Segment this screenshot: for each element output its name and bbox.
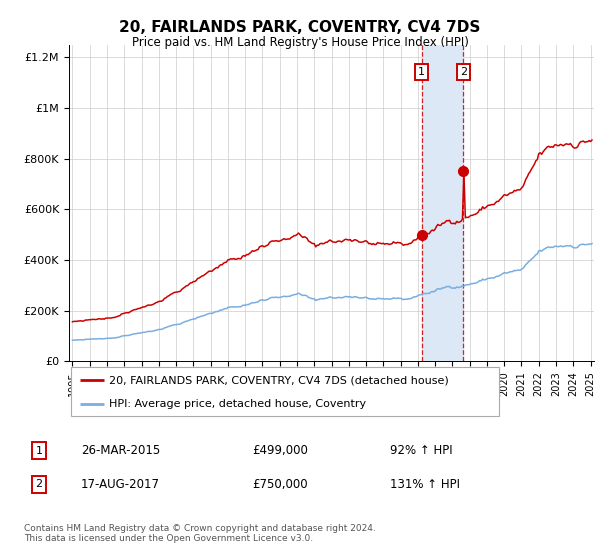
Text: 2: 2 <box>35 479 43 489</box>
Text: 1: 1 <box>418 67 425 77</box>
Text: 1: 1 <box>35 446 43 456</box>
Text: 26-MAR-2015: 26-MAR-2015 <box>81 444 160 458</box>
Text: £499,000: £499,000 <box>252 444 308 458</box>
Text: 131% ↑ HPI: 131% ↑ HPI <box>390 478 460 491</box>
Text: 17-AUG-2017: 17-AUG-2017 <box>81 478 160 491</box>
Text: 92% ↑ HPI: 92% ↑ HPI <box>390 444 452 458</box>
Text: HPI: Average price, detached house, Coventry: HPI: Average price, detached house, Cove… <box>109 399 366 409</box>
FancyBboxPatch shape <box>71 367 499 416</box>
Text: £750,000: £750,000 <box>252 478 308 491</box>
Text: Price paid vs. HM Land Registry's House Price Index (HPI): Price paid vs. HM Land Registry's House … <box>131 36 469 49</box>
Bar <box>422 45 463 361</box>
Text: 2: 2 <box>460 67 467 77</box>
Text: 20, FAIRLANDS PARK, COVENTRY, CV4 7DS: 20, FAIRLANDS PARK, COVENTRY, CV4 7DS <box>119 20 481 35</box>
Text: Contains HM Land Registry data © Crown copyright and database right 2024.
This d: Contains HM Land Registry data © Crown c… <box>24 524 376 543</box>
Text: 20, FAIRLANDS PARK, COVENTRY, CV4 7DS (detached house): 20, FAIRLANDS PARK, COVENTRY, CV4 7DS (d… <box>109 375 448 385</box>
